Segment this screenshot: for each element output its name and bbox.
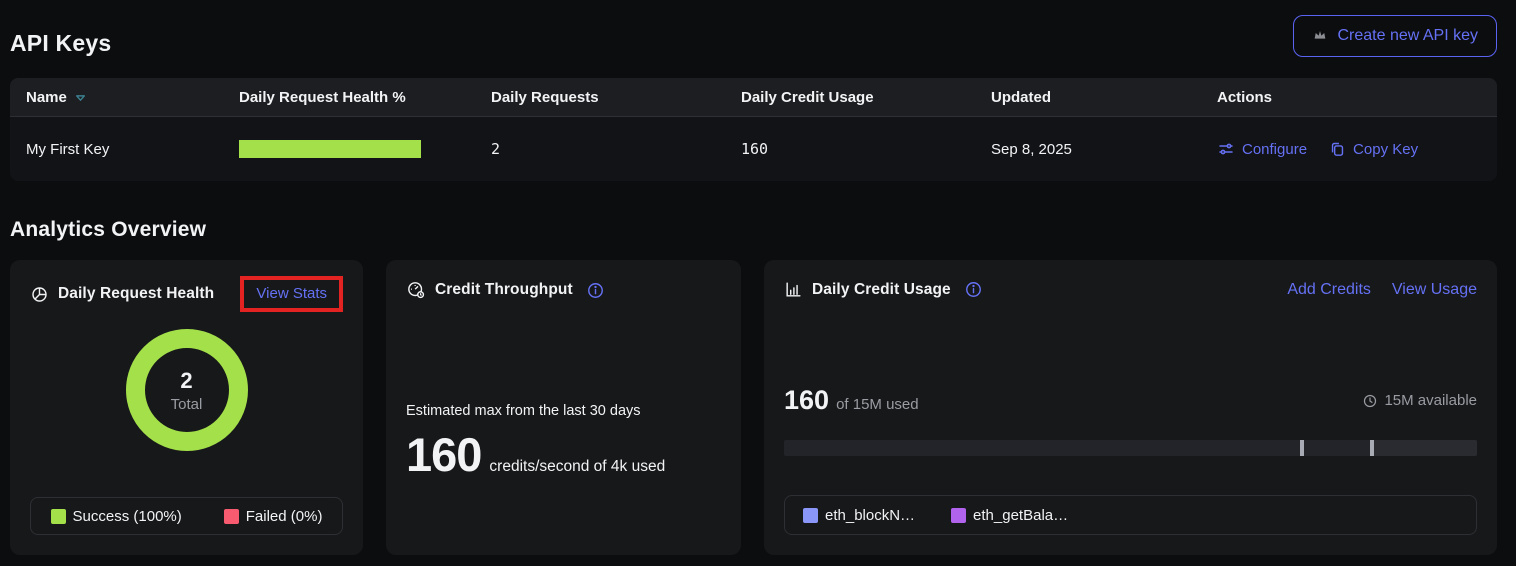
method-swatch xyxy=(951,507,967,523)
card-head: Daily Credit Usage Add Credits View Usag… xyxy=(784,280,1477,299)
clock-icon xyxy=(1362,393,1378,409)
column-header-daily-requests: Daily Requests xyxy=(491,88,599,106)
throughput-suffix: credits/second of 4k used xyxy=(489,458,666,475)
sort-chevron-icon[interactable] xyxy=(74,91,87,104)
column-header-daily-credit-usage: Daily Credit Usage xyxy=(741,88,874,106)
legend-label: Failed (0%) xyxy=(245,507,323,525)
health-cell xyxy=(239,140,491,158)
view-usage-link[interactable]: View Usage xyxy=(1391,280,1477,298)
legend-label: eth_blockN… xyxy=(825,506,916,524)
topbar: API Keys Create new API key xyxy=(10,0,1497,57)
analytics-overview-title: Analytics Overview xyxy=(10,218,207,241)
success-swatch xyxy=(50,508,66,524)
donut-total-value: 2 xyxy=(180,367,193,393)
crown-icon xyxy=(1312,28,1328,44)
legend-item-eth-blocknumber: eth_blockN… xyxy=(803,507,915,524)
health-legend: Success (100%) Failed (0%) xyxy=(30,497,343,535)
view-stats-link[interactable]: View Stats xyxy=(256,285,327,302)
actions-cell: Configure Copy Key xyxy=(1217,140,1481,158)
legend-item-eth-getbalance: eth_getBala… xyxy=(951,507,1068,524)
credits-used-suffix: of 15M used xyxy=(836,396,919,413)
credits-used-value: 160 xyxy=(784,385,830,415)
configure-label: Configure xyxy=(1242,140,1308,158)
usage-legend: eth_blockN… eth_getBala… xyxy=(784,495,1477,535)
legend-item-failed: Failed (0%) xyxy=(223,507,323,525)
health-bar-fill xyxy=(239,140,421,158)
credit-usage-progress-bar xyxy=(784,440,1477,456)
usage-bar-tick xyxy=(1369,440,1374,456)
legend-label: eth_getBala… xyxy=(973,506,1069,524)
usage-stats-row: 160 of 15M used 15M available xyxy=(784,385,1477,416)
daily-request-health-card: Daily Request Health View Stats 2 Total … xyxy=(10,260,363,555)
bar-chart-icon xyxy=(784,280,803,299)
donut-total-label: Total xyxy=(170,395,203,413)
throughput-value: 160 xyxy=(406,428,482,481)
gauge-icon xyxy=(406,280,426,300)
sliders-icon xyxy=(1217,140,1235,158)
column-header-name[interactable]: Name xyxy=(26,89,239,106)
view-stats-highlight-box: View Stats xyxy=(240,276,343,312)
legend-label: Success (100%) xyxy=(72,507,182,525)
analytics-cards: Daily Request Health View Stats 2 Total … xyxy=(10,260,1497,555)
table-row: My First Key 2 160 Sep 8, 2025 Configure xyxy=(10,117,1497,181)
configure-button[interactable]: Configure xyxy=(1217,140,1307,158)
info-icon[interactable] xyxy=(964,280,983,299)
create-api-key-label: Create new API key xyxy=(1337,27,1478,44)
method-swatch xyxy=(803,507,818,523)
api-keys-table: Name Daily Request Health % Daily Reques… xyxy=(10,78,1497,181)
card-title: Daily Request Health xyxy=(58,285,215,302)
throughput-value-row: 160 credits/second of 4k used xyxy=(406,427,721,482)
credit-throughput-card: Credit Throughput Estimated max from the… xyxy=(386,260,741,555)
column-header-updated: Updated xyxy=(991,88,1051,106)
card-head: Daily Request Health View Stats xyxy=(30,276,343,312)
copy-key-label: Copy Key xyxy=(1353,140,1419,158)
failed-swatch xyxy=(223,508,239,524)
pie-chart-icon xyxy=(30,285,49,304)
credits-available: 15M available xyxy=(1362,392,1477,409)
daily-requests-cell: 2 xyxy=(491,140,501,158)
daily-credit-usage-card: Daily Credit Usage Add Credits View Usag… xyxy=(764,260,1497,555)
add-credits-link[interactable]: Add Credits xyxy=(1287,280,1371,298)
key-name-cell: My First Key xyxy=(26,140,110,158)
page-title: API Keys xyxy=(10,30,112,56)
create-api-key-button[interactable]: Create new API key xyxy=(1293,15,1497,57)
card-links: Add Credits View Usage xyxy=(1287,281,1477,299)
table-header-row: Name Daily Request Health % Daily Reques… xyxy=(10,78,1497,117)
updated-cell: Sep 8, 2025 xyxy=(991,140,1072,158)
copy-key-button[interactable]: Copy Key xyxy=(1329,141,1418,158)
column-header-health: Daily Request Health % xyxy=(239,88,406,106)
usage-bar-segment xyxy=(1369,440,1477,456)
usage-bar-tick xyxy=(1300,440,1305,456)
daily-credit-usage-cell: 160 xyxy=(741,140,769,158)
donut-ring: 2 Total xyxy=(125,329,248,451)
card-title: Credit Throughput xyxy=(435,281,573,298)
throughput-subtitle: Estimated max from the last 30 days xyxy=(406,403,641,419)
copy-icon xyxy=(1329,141,1346,158)
legend-item-success: Success (100%) xyxy=(50,507,182,525)
card-head: Credit Throughput xyxy=(406,280,721,300)
card-title: Daily Credit Usage xyxy=(812,280,951,298)
request-health-donut-chart: 2 Total xyxy=(30,329,343,451)
credits-available-label: 15M available xyxy=(1384,392,1477,409)
info-icon[interactable] xyxy=(586,281,605,300)
column-header-actions: Actions xyxy=(1217,88,1273,106)
health-bar xyxy=(239,140,421,158)
